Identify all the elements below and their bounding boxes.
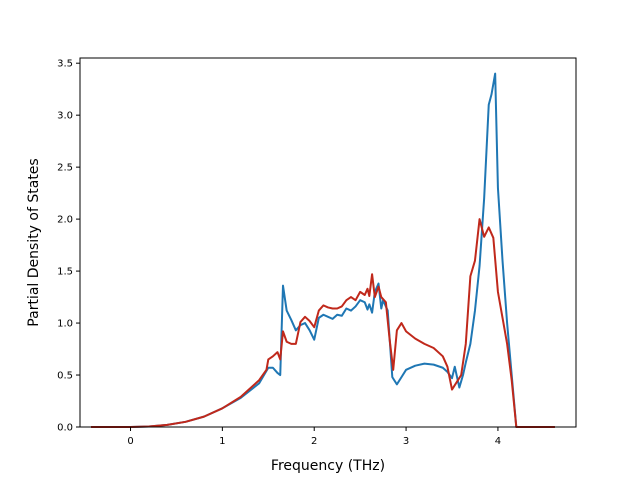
- x-tick-label: 2: [311, 436, 317, 447]
- x-tick-label: 4: [495, 436, 501, 447]
- y-tick-label: 0.0: [57, 423, 73, 434]
- y-tick-label: 1.5: [57, 267, 73, 278]
- y-tick-label: 3.5: [57, 59, 73, 70]
- y-tick-label: 1.0: [57, 319, 73, 330]
- y-tick-label: 2.5: [57, 163, 73, 174]
- x-tick-label: 3: [403, 436, 409, 447]
- x-tick-label: 0: [127, 436, 133, 447]
- plot-frame: [79, 57, 577, 428]
- y-tick-label: 2.0: [57, 215, 73, 226]
- x-axis: 0 1 2 3 4: [127, 427, 501, 447]
- pdos-series-line-2: [91, 218, 555, 428]
- x-tick-label: 1: [219, 436, 225, 447]
- y-axis-title: Partial Density of States: [26, 158, 42, 326]
- x-axis-title: Frequency (THz): [271, 458, 385, 474]
- series-layer: [91, 72, 555, 428]
- y-tick-label: 3.0: [57, 111, 73, 122]
- pdos-series-line-1: [91, 72, 555, 428]
- y-tick-label: 0.5: [57, 371, 73, 382]
- y-axis: 0.0 0.5 1.0 1.5 2.0 2.5 3.0 3.5: [57, 59, 80, 434]
